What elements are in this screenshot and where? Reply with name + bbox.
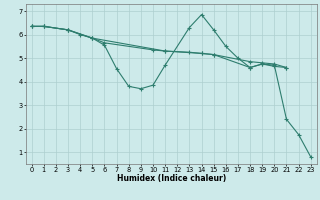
- X-axis label: Humidex (Indice chaleur): Humidex (Indice chaleur): [116, 174, 226, 183]
